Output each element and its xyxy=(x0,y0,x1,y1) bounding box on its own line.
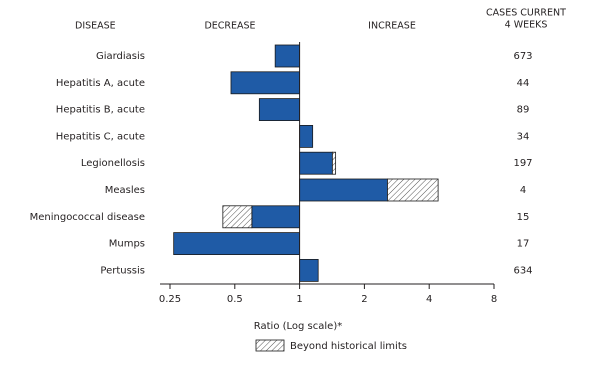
cases-value: 44 xyxy=(517,78,530,89)
category-label: Measles xyxy=(105,185,145,196)
cases-value: 634 xyxy=(513,265,532,276)
category-label: Legionellosis xyxy=(81,158,145,169)
category-label: Hepatitis B, acute xyxy=(56,105,145,116)
cases-value: 34 xyxy=(517,131,530,142)
category-label: Mumps xyxy=(109,239,145,250)
beyond-limits-bar xyxy=(387,178,439,202)
bar xyxy=(173,232,300,256)
x-tick-label: 0.25 xyxy=(159,294,181,305)
legend-label: Beyond historical limits xyxy=(290,341,407,352)
category-label: Meningococcal disease xyxy=(30,212,145,223)
bar xyxy=(274,44,301,68)
cases-value: 15 xyxy=(517,212,530,223)
cases-value: 197 xyxy=(513,158,532,169)
x-tick-label: 8 xyxy=(491,294,497,305)
x-tick-label: 0.5 xyxy=(227,294,243,305)
legend-swatch xyxy=(255,339,285,352)
header-cases: 4 WEEKS xyxy=(505,20,548,31)
cases-value: 17 xyxy=(517,239,530,250)
bar xyxy=(258,98,300,121)
x-axis-label: Ratio (Log scale)* xyxy=(254,321,342,332)
x-tick-label: 1 xyxy=(296,294,302,305)
category-label: Hepatitis A, acute xyxy=(56,78,145,89)
category-label: Hepatitis C, acute xyxy=(56,131,145,142)
beyond-limits-bar xyxy=(222,205,253,229)
header-decrease: DECREASE xyxy=(204,21,255,32)
bar xyxy=(299,125,314,148)
bar xyxy=(251,205,301,229)
bar xyxy=(299,258,319,282)
x-tick-label: 2 xyxy=(361,294,367,305)
bar xyxy=(299,178,388,202)
x-tick-label: 4 xyxy=(426,294,432,305)
header-cases: CASES CURRENT xyxy=(486,8,566,19)
header-disease: DISEASE xyxy=(75,21,116,32)
cases-value: 89 xyxy=(517,105,530,116)
category-label: Giardiasis xyxy=(96,51,145,62)
cases-value: 4 xyxy=(520,185,526,196)
category-label: Pertussis xyxy=(100,265,145,276)
beyond-limits-bar xyxy=(331,151,337,175)
bar xyxy=(230,71,300,95)
bar xyxy=(299,151,333,175)
header-increase: INCREASE xyxy=(368,21,416,32)
cases-value: 673 xyxy=(513,51,532,62)
